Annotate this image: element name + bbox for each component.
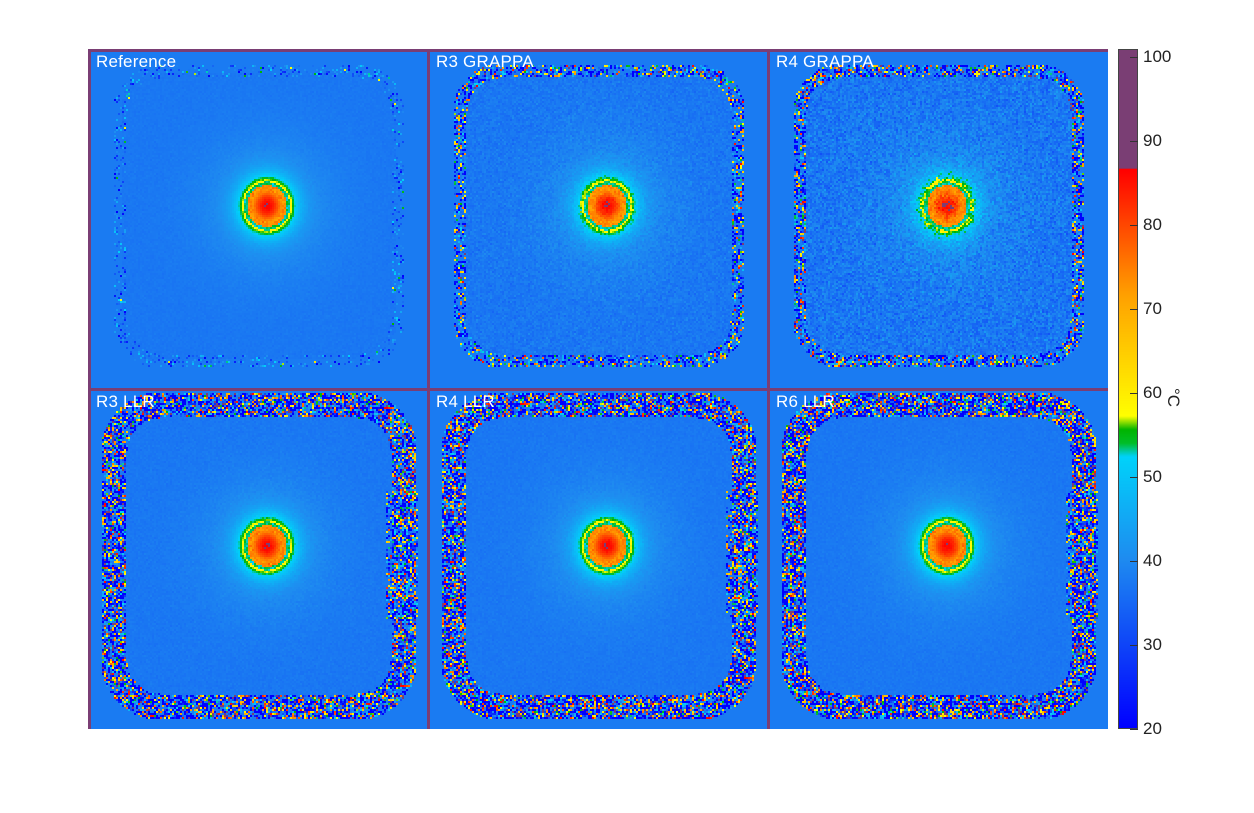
- grid-border-top: [88, 49, 1108, 52]
- colorbar-tick: [1130, 57, 1138, 58]
- panel-label: R4 GRAPPA: [776, 52, 874, 71]
- panel-r3-grappa: R3 GRAPPA: [428, 49, 768, 389]
- panel-r6-llr: R6 LLR: [768, 389, 1108, 729]
- colorbar-tick-label: 40: [1143, 551, 1162, 570]
- colorbar-tick-label: 100: [1143, 47, 1172, 66]
- grid-border-col1: [427, 49, 430, 729]
- colorbar-tick: [1130, 141, 1138, 142]
- colorbar-tick-label: 20: [1143, 719, 1162, 738]
- colorbar-gradient: [1119, 50, 1137, 728]
- panel-label: R3 LLR: [96, 392, 155, 411]
- colorbar-tick: [1130, 645, 1138, 646]
- colorbar-tick: [1130, 225, 1138, 226]
- colorbar-tick: [1130, 393, 1138, 394]
- grid-border-left: [88, 49, 91, 729]
- colorbar-tick-label: 60: [1143, 383, 1162, 402]
- colorbar: [1118, 49, 1138, 729]
- colorbar-tick: [1130, 477, 1138, 478]
- temperature-map: [428, 49, 768, 389]
- thermometry-image-montage: Reference R3 GRAPPA R4 GRAPPA R3 LLR R4 …: [88, 49, 1108, 729]
- panel-label: Reference: [96, 52, 177, 71]
- panel-label: R3 GRAPPA: [436, 52, 534, 71]
- panel-label: R4 LLR: [436, 392, 495, 411]
- temperature-map: [768, 49, 1108, 389]
- temperature-map: [88, 49, 428, 389]
- colorbar-tick: [1130, 729, 1138, 730]
- grid-border-middle: [88, 388, 1108, 391]
- colorbar-tick-label: 70: [1143, 299, 1162, 318]
- colorbar-tick-label: 30: [1143, 635, 1162, 654]
- temperature-map: [768, 389, 1108, 729]
- grid-border-col2: [767, 49, 770, 729]
- panel-label: R6 LLR: [776, 392, 835, 411]
- panel-r4-llr: R4 LLR: [428, 389, 768, 729]
- colorbar-unit-label: °C: [1164, 388, 1183, 408]
- panel-r3-llr: R3 LLR: [88, 389, 428, 729]
- colorbar-tick: [1130, 309, 1138, 310]
- temperature-map: [88, 389, 428, 729]
- colorbar-tick-label: 90: [1143, 131, 1162, 150]
- colorbar-tick: [1130, 561, 1138, 562]
- panel-r4-grappa: R4 GRAPPA: [768, 49, 1108, 389]
- colorbar-tick-label: 50: [1143, 467, 1162, 486]
- panel-reference: Reference: [88, 49, 428, 389]
- colorbar-tick-label: 80: [1143, 215, 1162, 234]
- temperature-map: [428, 389, 768, 729]
